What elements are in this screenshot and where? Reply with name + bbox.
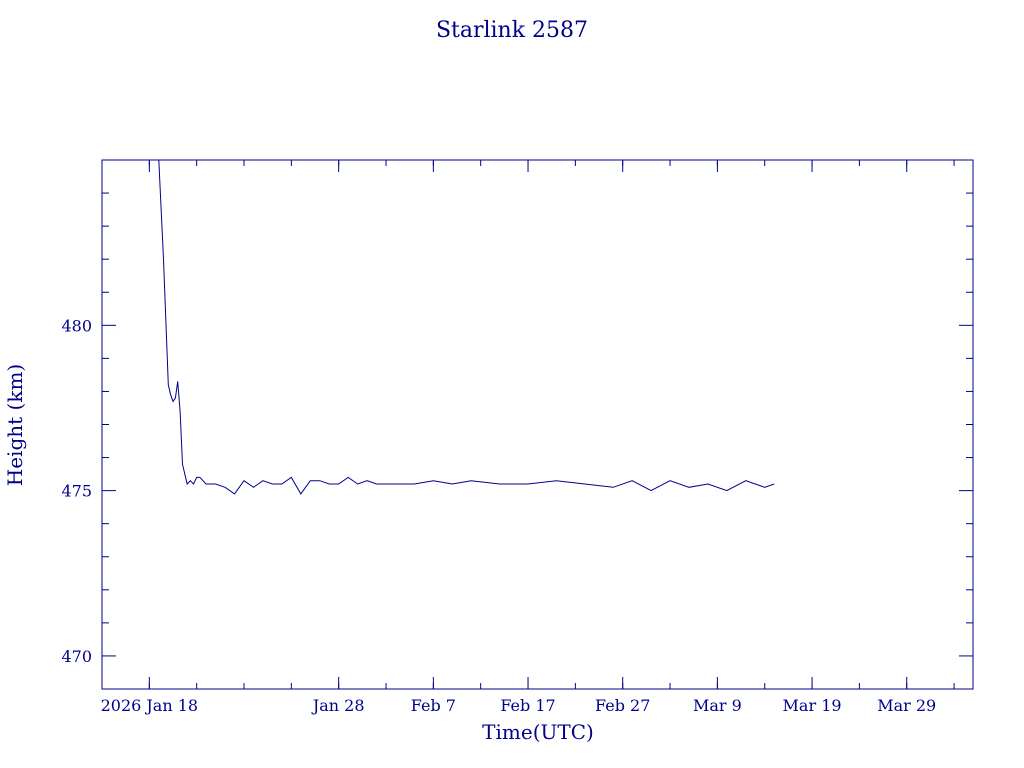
x-axis-ticks bbox=[101, 160, 955, 689]
x-axis-tick-labels: 2026 Jan 18 Jan 28 Feb 7 Feb 17 Feb 27 Mar 9 M… bbox=[101, 696, 937, 715]
x-tick-label: Mar 19 bbox=[783, 696, 842, 715]
x-tick-label: 2026 Jan 18 bbox=[101, 696, 199, 715]
y-axis-ticks bbox=[102, 159, 973, 690]
x-tick-label: Jan 28 bbox=[311, 696, 365, 715]
y-tick-label: 480 bbox=[61, 316, 92, 335]
height-series-line bbox=[158, 159, 775, 495]
x-tick-label: Feb 7 bbox=[411, 696, 456, 715]
y-axis-tick-labels: 470 475 480 bbox=[61, 316, 92, 666]
plot-frame bbox=[101, 159, 974, 690]
chart-title: Starlink 2587 bbox=[436, 18, 588, 43]
y-axis-label: Height (km) bbox=[3, 364, 27, 486]
x-tick-label: Mar 9 bbox=[693, 696, 742, 715]
x-tick-label: Mar 29 bbox=[877, 696, 936, 715]
y-tick-label: 475 bbox=[61, 482, 92, 501]
y-tick-label: 470 bbox=[61, 647, 92, 666]
x-tick-label: Feb 17 bbox=[500, 696, 555, 715]
x-axis-label: Time(UTC) bbox=[482, 720, 594, 744]
x-tick-label: Feb 27 bbox=[595, 696, 650, 715]
plot-area bbox=[101, 159, 974, 690]
